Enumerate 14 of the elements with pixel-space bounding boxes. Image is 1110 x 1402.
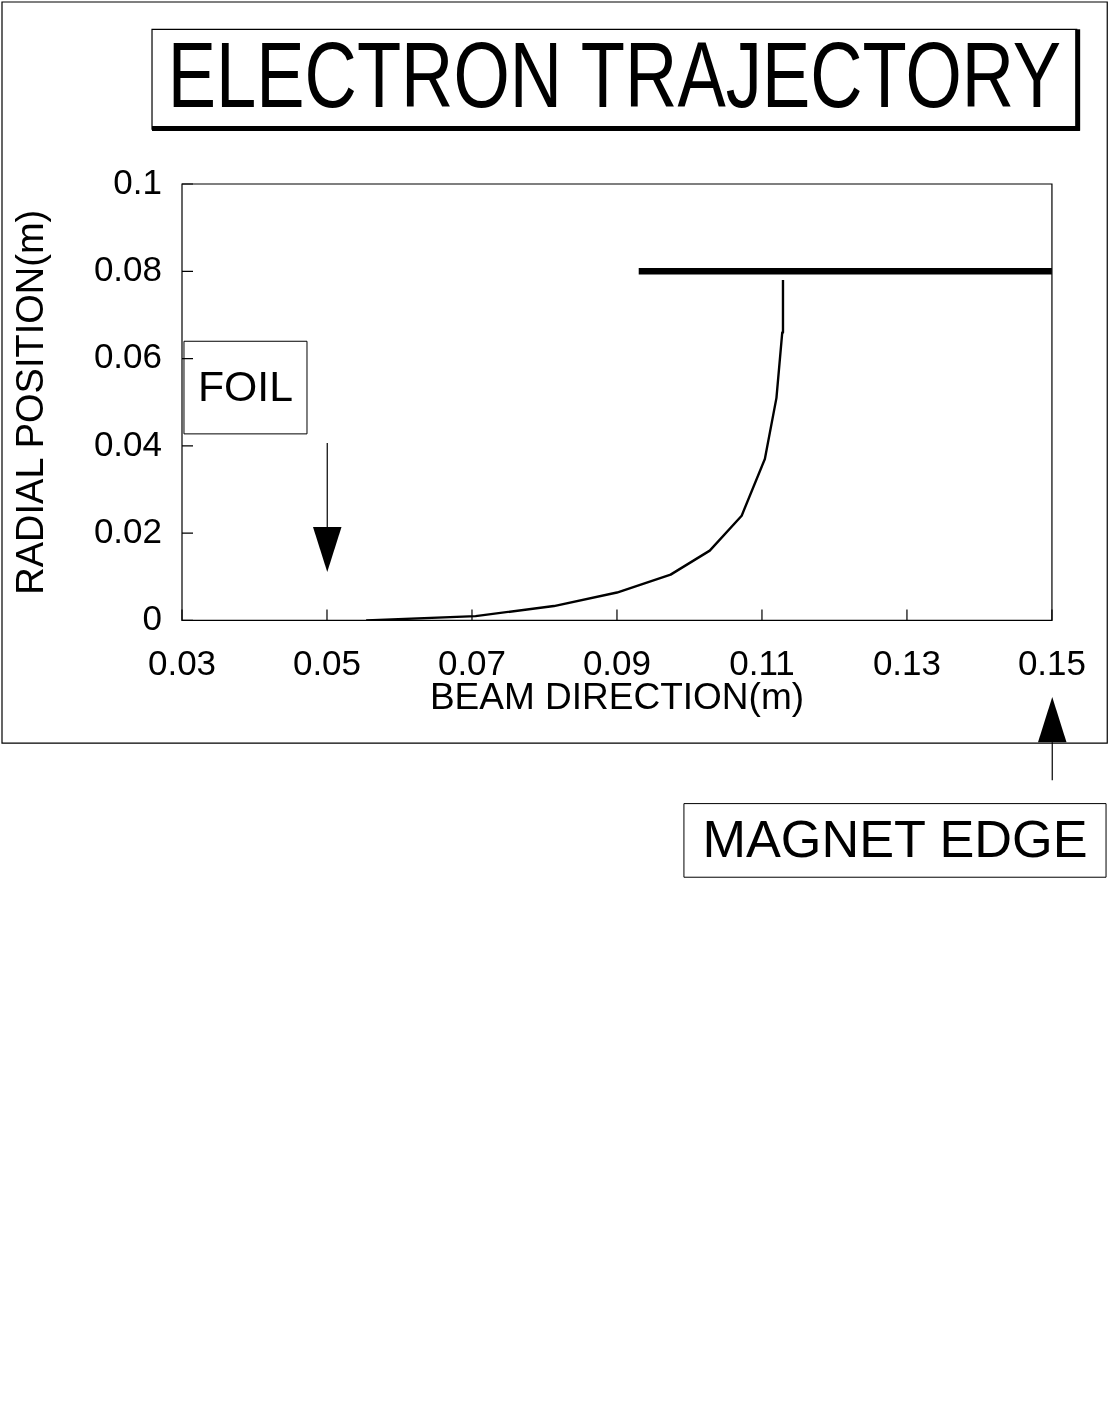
text: MAGNET EDGE xyxy=(702,809,1088,868)
y-tick-label: 0.1 xyxy=(113,161,162,201)
y-tick-label: 0.08 xyxy=(93,248,162,288)
annotation: FOIL xyxy=(197,361,293,410)
chart-title: ELECTRON TRAJECTORY xyxy=(167,21,1062,127)
y-axis-title: RADIAL POSITION(m) xyxy=(9,209,52,595)
x-tick-label: 0.15 xyxy=(1017,643,1086,683)
x-tick-label: 0.13 xyxy=(872,643,942,683)
y-tick-label: 0.06 xyxy=(93,336,162,376)
y-tick-label: 0 xyxy=(142,598,162,638)
x-tick-label: 0.05 xyxy=(292,643,362,683)
x-tick-label: 0.03 xyxy=(147,643,217,683)
y-tick-label: 0.02 xyxy=(93,510,162,550)
y-tick-label: 0.04 xyxy=(93,423,162,463)
